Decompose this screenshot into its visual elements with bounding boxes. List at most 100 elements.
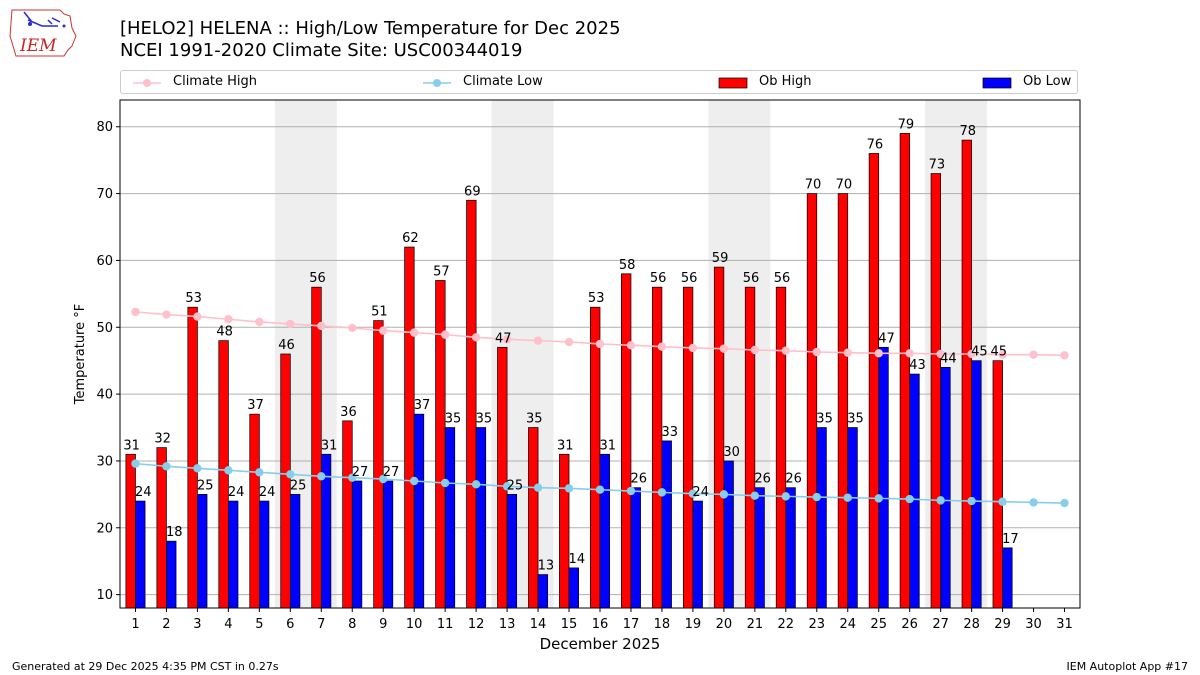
ob-high-label: 56 xyxy=(309,271,326,286)
x-tick-label: 10 xyxy=(406,617,423,632)
ob-low-bar xyxy=(940,367,951,609)
climate-low-marker-icon xyxy=(423,79,451,87)
ob-low-bar xyxy=(135,500,146,609)
x-tick-label: 16 xyxy=(592,617,609,632)
climate-high-point xyxy=(688,343,698,353)
ob-high-label: 76 xyxy=(867,137,884,152)
ob-low-bar xyxy=(723,460,734,609)
climate-low-point xyxy=(967,496,976,506)
x-tick-label: 13 xyxy=(499,617,516,632)
ob-high-bar xyxy=(682,286,694,609)
ob-high-label: 37 xyxy=(247,398,264,413)
ob-high-label: 53 xyxy=(185,291,202,306)
ob-low-bar xyxy=(382,480,394,609)
y-tick-label: 20 xyxy=(96,521,113,536)
ob-high-bar xyxy=(992,360,1003,609)
climate-high-point xyxy=(1060,351,1069,360)
climate-high-point xyxy=(193,312,202,321)
climate-low-point xyxy=(936,496,945,505)
ob-high-bar xyxy=(404,246,415,609)
legend: Climate High Climate Low Ob High Ob Low xyxy=(120,70,1078,94)
ob-high-bar xyxy=(218,340,229,609)
ob-low-label: 35 xyxy=(847,412,864,427)
x-tick-label: 20 xyxy=(716,617,733,632)
climate-high-point xyxy=(874,349,883,358)
ob-low-label: 14 xyxy=(569,552,586,567)
logo-text: IEM xyxy=(19,36,57,56)
ob-low-label: 35 xyxy=(445,412,462,427)
x-tick-label: 17 xyxy=(623,617,640,632)
ob-low-bar xyxy=(971,360,982,609)
ob-low-label: 24 xyxy=(692,485,709,500)
x-tick-label: 21 xyxy=(747,617,764,632)
ob-low-label: 35 xyxy=(476,412,493,427)
x-tick-label: 25 xyxy=(870,617,887,632)
climate-low-point xyxy=(998,497,1007,506)
ob-low-label: 18 xyxy=(166,525,183,540)
ob-low-bar xyxy=(537,574,549,609)
ob-low-label: 43 xyxy=(909,358,926,373)
ob-high-bar xyxy=(806,193,818,609)
chart-title: [HELO2] HELENA :: High/Low Temperature f… xyxy=(120,18,621,39)
climate-high-point xyxy=(224,315,233,324)
ob-low-label: 25 xyxy=(197,478,214,493)
climate-low-point xyxy=(781,492,791,501)
climate-low-point xyxy=(719,490,729,499)
climate-high-point xyxy=(781,346,791,355)
climate-high-point xyxy=(936,349,945,359)
ob-low-label: 24 xyxy=(228,485,245,500)
climate-low-point xyxy=(843,493,852,502)
ob-low-bar xyxy=(847,427,858,609)
climate-high-point xyxy=(162,310,171,319)
ob-low-label: 45 xyxy=(971,345,988,360)
ob-low-label: 24 xyxy=(135,485,152,500)
ob-low-bar xyxy=(166,540,177,609)
ob-low-label: 47 xyxy=(878,331,895,346)
ob-high-bar xyxy=(590,306,601,609)
ob-low-label: 37 xyxy=(414,398,431,413)
ob-high-label: 56 xyxy=(681,271,698,286)
x-tick-label: 30 xyxy=(1025,617,1042,632)
climate-low-point xyxy=(812,492,821,502)
legend-label: Climate High xyxy=(173,74,258,89)
ob-high-bar xyxy=(342,420,353,609)
ob-low-label: 26 xyxy=(785,472,802,487)
climate-high-point xyxy=(255,317,264,327)
ob-high-bar xyxy=(744,286,756,609)
x-tick-label: 2 xyxy=(162,617,170,632)
climate-high-point xyxy=(657,342,667,351)
climate-high-point xyxy=(905,349,914,358)
ob-high-bar xyxy=(868,153,880,609)
ob-high-bar xyxy=(466,199,477,609)
climate-high-point xyxy=(286,319,295,329)
ob-high-bar xyxy=(528,427,539,609)
ob-low-label: 25 xyxy=(290,478,307,493)
ob-low-label: 30 xyxy=(723,445,740,460)
climate-low-point xyxy=(750,491,760,500)
climate-high-point xyxy=(440,330,450,339)
y-tick-label: 50 xyxy=(96,321,113,336)
ob-high-label: 73 xyxy=(929,158,946,173)
ob-low-label: 35 xyxy=(816,412,833,427)
x-tick-label: 18 xyxy=(654,617,671,632)
y-tick-label: 40 xyxy=(96,388,113,403)
ob-low-bar xyxy=(475,427,487,609)
y-axis-label: Temperature °F xyxy=(73,304,88,405)
ob-low-bar xyxy=(661,440,672,609)
ob-high-label: 36 xyxy=(340,405,357,420)
climate-low-point xyxy=(905,494,914,504)
ob-high-label: 79 xyxy=(898,117,915,132)
ob-low-bar xyxy=(599,453,610,609)
ob-high-label: 56 xyxy=(743,271,760,286)
ob-high-label: 46 xyxy=(278,338,295,353)
ob-high-label: 57 xyxy=(433,264,450,279)
ob-high-bar xyxy=(961,139,972,609)
ob-low-bar xyxy=(909,373,920,609)
ob-low-label: 13 xyxy=(538,559,555,574)
ob-high-bar xyxy=(435,280,446,609)
climate-high-point xyxy=(812,347,821,357)
climate-high-point xyxy=(471,333,481,342)
chart-subtitle: NCEI 1991-2020 Climate Site: USC00344019 xyxy=(120,40,523,61)
ob-high-label: 78 xyxy=(960,124,977,139)
x-tick-label: 26 xyxy=(901,617,918,632)
